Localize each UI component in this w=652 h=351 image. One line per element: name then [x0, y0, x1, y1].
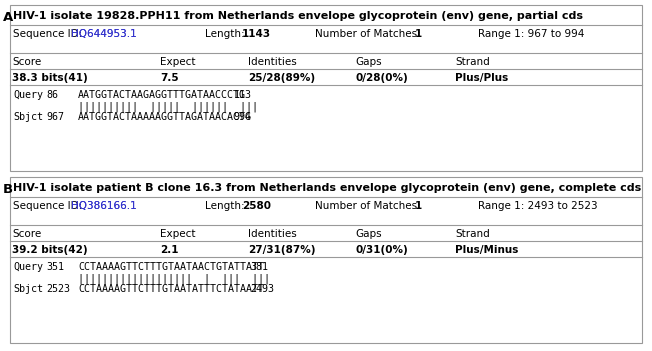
- Text: Identities: Identities: [248, 57, 297, 67]
- Text: Plus/Plus: Plus/Plus: [455, 73, 509, 83]
- Text: HIV-1 isolate 19828.PPH11 from Netherlands envelope glycoprotein (env) gene, par: HIV-1 isolate 19828.PPH11 from Netherlan…: [13, 11, 583, 21]
- Text: |||||||||||||||||||  |  |||  |||: ||||||||||||||||||| | ||| |||: [78, 273, 270, 284]
- Text: HQ644953.1: HQ644953.1: [71, 29, 137, 39]
- Text: 1: 1: [415, 29, 422, 39]
- Text: 2493: 2493: [250, 284, 274, 294]
- Text: Number of Matches:: Number of Matches:: [315, 29, 424, 39]
- Text: 113: 113: [233, 90, 252, 100]
- Text: Sequence ID:: Sequence ID:: [13, 201, 85, 211]
- Text: AATGGTACTAAGAGGTTTGATAACCCTG: AATGGTACTAAGAGGTTTGATAACCCTG: [78, 90, 246, 100]
- Text: Gaps: Gaps: [355, 229, 381, 239]
- Text: 967: 967: [46, 112, 64, 122]
- Text: AATGGTACTAAAAAGGTTAGATAACACTG: AATGGTACTAAAAAGGTTAGATAACACTG: [78, 112, 252, 122]
- Text: 2580: 2580: [242, 201, 271, 211]
- Text: 994: 994: [233, 112, 252, 122]
- Text: HIV-1 isolate patient B clone 16.3 from Netherlands envelope glycoprotein (env) : HIV-1 isolate patient B clone 16.3 from …: [13, 183, 642, 193]
- Text: 2523: 2523: [46, 284, 70, 294]
- Text: 38.3 bits(41): 38.3 bits(41): [12, 73, 88, 83]
- Text: CCTAAAAGTTCTTTGTAATAACTGTATTATT: CCTAAAAGTTCTTTGTAATAACTGTATTATT: [78, 262, 264, 272]
- Text: Query: Query: [13, 90, 43, 100]
- Text: 2.1: 2.1: [160, 245, 179, 255]
- Text: HQ644953.1: HQ644953.1: [71, 29, 137, 39]
- Text: Gaps: Gaps: [355, 57, 381, 67]
- Text: Length:: Length:: [205, 29, 248, 39]
- Text: 7.5: 7.5: [160, 73, 179, 83]
- Text: Strand: Strand: [455, 57, 490, 67]
- Bar: [10, 5, 642, 171]
- Text: Range 1: 2493 to 2523: Range 1: 2493 to 2523: [478, 201, 598, 211]
- Text: Sequence ID:: Sequence ID:: [13, 29, 85, 39]
- Text: Range 1: 967 to 994: Range 1: 967 to 994: [478, 29, 584, 39]
- Text: ||||||||||  |||||  ||||||  |||: |||||||||| ||||| |||||| |||: [78, 101, 258, 112]
- Text: Plus/Minus: Plus/Minus: [455, 245, 518, 255]
- Text: Score: Score: [12, 229, 41, 239]
- Text: 381: 381: [250, 262, 268, 272]
- Text: 39.2 bits(42): 39.2 bits(42): [12, 245, 87, 255]
- Text: 0/31(0%): 0/31(0%): [355, 245, 408, 255]
- Text: Sbjct: Sbjct: [13, 112, 43, 122]
- Text: A: A: [3, 11, 13, 24]
- Text: 351: 351: [46, 262, 64, 272]
- Text: 86: 86: [46, 90, 58, 100]
- Text: CCTAAAAGTTCTTTGTAATATTTCTATAATT: CCTAAAAGTTCTTTGTAATATTTCTATAATT: [78, 284, 264, 294]
- Bar: [10, 177, 642, 343]
- Text: Expect: Expect: [160, 229, 196, 239]
- Text: Identities: Identities: [248, 229, 297, 239]
- Text: Length:: Length:: [205, 201, 248, 211]
- Text: HQ386166.1: HQ386166.1: [71, 201, 137, 211]
- Text: 1143: 1143: [242, 29, 271, 39]
- Text: Query: Query: [13, 262, 43, 272]
- Text: Expect: Expect: [160, 57, 196, 67]
- Text: 27/31(87%): 27/31(87%): [248, 245, 316, 255]
- Text: 25/28(89%): 25/28(89%): [248, 73, 315, 83]
- Text: 0/28(0%): 0/28(0%): [355, 73, 408, 83]
- Text: Score: Score: [12, 57, 41, 67]
- Text: Strand: Strand: [455, 229, 490, 239]
- Text: B: B: [3, 183, 13, 196]
- Text: Sbjct: Sbjct: [13, 284, 43, 294]
- Text: Number of Matches:: Number of Matches:: [315, 201, 424, 211]
- Text: HQ386166.1: HQ386166.1: [71, 201, 137, 211]
- Text: 1: 1: [415, 201, 422, 211]
